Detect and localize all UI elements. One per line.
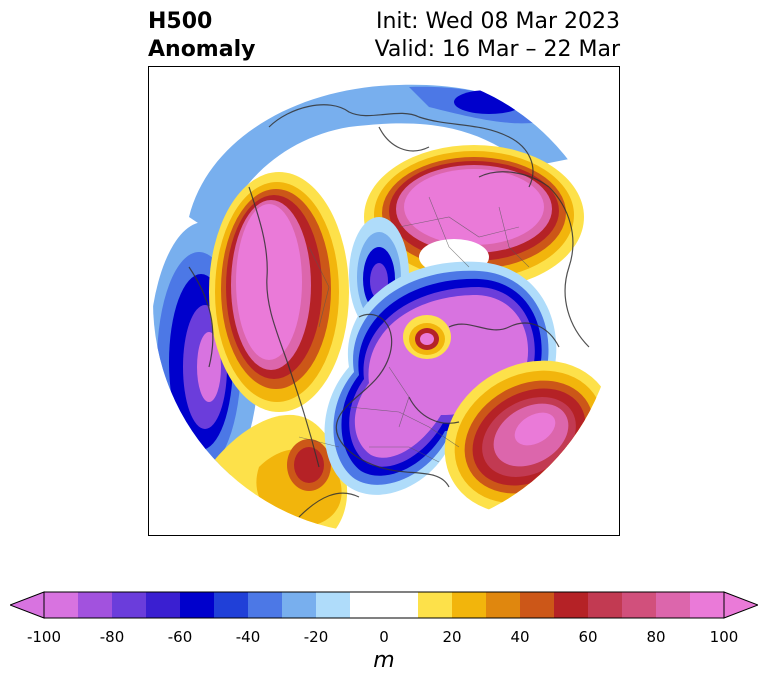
colorbar-tick-label: 80 <box>646 628 666 646</box>
colorbar-segment <box>588 592 623 618</box>
colorbar-under-arrow <box>10 591 45 619</box>
colorbar-tick-label: -80 <box>99 628 125 646</box>
coastlines <box>188 104 590 518</box>
colorbar-tick-label: 20 <box>442 628 462 646</box>
colorbar-over-arrow <box>723 591 758 619</box>
variable-title: H500 <box>148 9 213 34</box>
colorbar <box>10 591 758 619</box>
colorbar-segment <box>418 592 453 618</box>
colorbar-tick-label: 100 <box>709 628 739 646</box>
init-date: Init: Wed 08 Mar 2023 <box>375 9 620 34</box>
colorbar-tick-label: -100 <box>26 628 62 646</box>
country-borders <box>298 196 530 463</box>
colorbar-segment <box>520 592 555 618</box>
colorbar-segment <box>452 592 487 618</box>
colorbar-segment <box>248 592 283 618</box>
colorbar-tick-label: -60 <box>167 628 193 646</box>
colorbar-segment <box>112 592 147 618</box>
colorbar-segment <box>622 592 657 618</box>
anomaly-map <box>153 84 614 534</box>
variable-subtitle: Anomaly <box>148 37 256 62</box>
title-left: H500 Anomaly <box>148 8 255 64</box>
map-panel <box>148 66 620 536</box>
colorbar-segment <box>282 592 317 618</box>
colorbar-segment <box>44 592 79 618</box>
colorbar-segment <box>214 592 249 618</box>
valid-range: Valid: 16 Mar – 22 Mar <box>374 37 620 62</box>
colorbar-segment <box>316 592 351 618</box>
colorbar-segment <box>690 592 725 618</box>
colorbar-tick-label: -40 <box>235 628 261 646</box>
colorbar-tick-label: -20 <box>303 628 329 646</box>
colorbar-segment <box>180 592 215 618</box>
colorbar-unit-label: m <box>373 648 395 673</box>
colorbar-segment <box>146 592 181 618</box>
colorbar-segment <box>656 592 691 618</box>
colorbar-segment <box>486 592 521 618</box>
colorbar-tick-label: 60 <box>578 628 598 646</box>
colorbar-tick-label: 0 <box>379 628 389 646</box>
colorbar-tick-label: 40 <box>510 628 530 646</box>
colorbar-segment <box>78 592 113 618</box>
colorbar-segment <box>384 592 419 618</box>
colorbar-segment <box>350 592 385 618</box>
colorbar-segment <box>554 592 589 618</box>
title-right: Init: Wed 08 Mar 2023 Valid: 16 Mar – 22… <box>375 8 620 64</box>
